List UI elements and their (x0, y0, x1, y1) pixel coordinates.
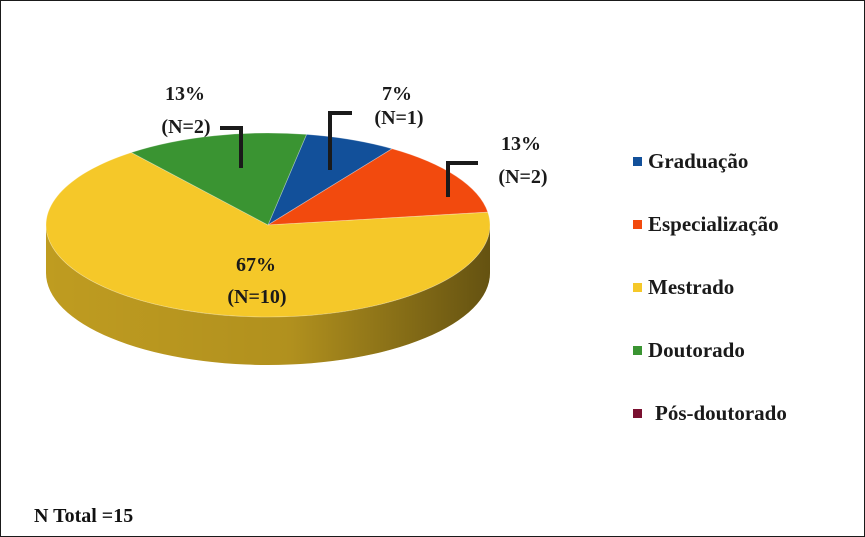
total-count-label: N Total =15 (34, 505, 134, 527)
data-label-especializacao-count: (N=2) (498, 166, 547, 188)
data-label-graduacao-count: (N=1) (374, 107, 423, 129)
legend-item-mestrado: Mestrado (633, 269, 853, 305)
legend-swatch-mestrado (633, 282, 642, 292)
data-label-especializacao-percent: 13% (501, 133, 541, 155)
legend-label-doutorado: Doutorado (648, 337, 745, 362)
legend: Graduação Especialização Mestrado Doutor… (633, 143, 853, 458)
data-label-graduacao-percent: 7% (382, 83, 412, 105)
data-label-doutorado-count: (N=2) (161, 116, 210, 138)
legend-label-especializacao: Especialização (648, 211, 779, 236)
leader-line-graduacao (328, 111, 352, 170)
leader-line-doutorado (220, 126, 243, 168)
legend-swatch-graduacao (633, 156, 642, 166)
legend-item-especializacao: Especialização (633, 206, 853, 242)
legend-item-pos-doutorado: Pós-doutorado (633, 395, 853, 431)
data-label-doutorado-percent: 13% (165, 83, 205, 105)
pie-slice-graduacao (267, 133, 394, 226)
pie-slice-especializacao (267, 148, 489, 226)
leader-line-especializacao (446, 161, 478, 197)
data-label-mestrado-percent: 67% (236, 254, 276, 276)
legend-swatch-pos-doutorado (633, 408, 642, 418)
pie-slice-mestrado (45, 152, 491, 318)
legend-label-pos-doutorado: Pós-doutorado (655, 400, 787, 425)
data-label-mestrado-count: (N=10) (227, 286, 286, 308)
legend-item-doutorado: Doutorado (633, 332, 853, 368)
legend-item-graduacao: Graduação (633, 143, 853, 179)
legend-swatch-especializacao (633, 219, 642, 229)
pie-slice-doutorado (130, 132, 308, 226)
legend-swatch-doutorado (633, 345, 642, 355)
legend-label-mestrado: Mestrado (648, 274, 735, 299)
legend-label-graduacao: Graduação (648, 148, 749, 173)
pie-slice-side-shading-mestrado (46, 225, 490, 365)
